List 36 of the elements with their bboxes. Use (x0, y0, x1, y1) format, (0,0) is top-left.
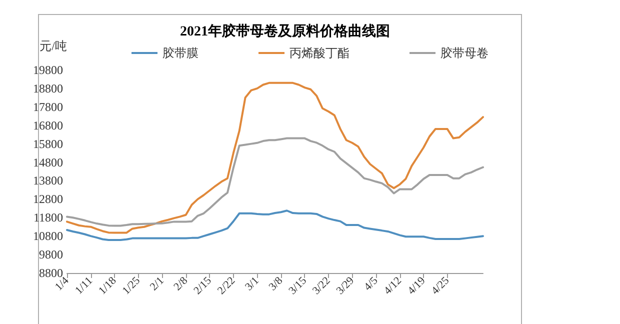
y-tick-label: 17800 (33, 100, 63, 114)
line-series (66, 82, 484, 234)
x-tick-label: 2/22 (215, 274, 238, 298)
legend-label: 胶带膜 (162, 46, 198, 60)
x-tick-label: 1/25 (120, 274, 143, 298)
y-tick-label: 13800 (33, 174, 63, 188)
x-tick-label: 3/8 (266, 274, 286, 294)
x-tick-label: 4/12 (382, 274, 404, 298)
line-series (66, 137, 484, 227)
y-tick-label: 16800 (33, 118, 63, 132)
x-tick-label: 3/15 (286, 274, 310, 298)
y-tick-label: 14800 (33, 155, 63, 170)
line-series (66, 210, 484, 241)
y-axis-title: 元/吨 (40, 39, 67, 53)
y-tick-label: 11800 (33, 210, 63, 225)
x-tick-label: 4/25 (429, 274, 452, 298)
x-tick-label: 2/8 (172, 274, 190, 294)
x-tick-label: 2/15 (192, 274, 214, 298)
y-tick-label: 8800 (39, 266, 63, 280)
y-tick-label: 9800 (39, 248, 63, 262)
x-tick-label: 3/29 (334, 274, 357, 298)
y-tick-label: 15800 (33, 136, 63, 151)
x-tick-label: 1/11 (73, 274, 96, 297)
y-tick-label: 10800 (33, 229, 63, 244)
y-tick-label: 12800 (33, 192, 63, 206)
chart-title: 2021年胶带母卷及原料价格曲线图 (180, 22, 390, 40)
legend-label: 丙烯酸丁酯 (290, 46, 350, 60)
x-tick-label: 4/19 (406, 274, 428, 298)
x-tick-label: 1/18 (96, 274, 120, 298)
x-tick-label: 4/5 (362, 274, 381, 294)
legend-label: 胶带母卷 (440, 46, 488, 60)
y-tick-label: 18800 (33, 81, 63, 96)
x-tick-label: 2/1 (148, 274, 166, 294)
x-tick-label: 3/22 (310, 274, 333, 298)
x-tick-label: 3/1 (242, 274, 262, 294)
y-tick-label: 19800 (33, 63, 63, 77)
